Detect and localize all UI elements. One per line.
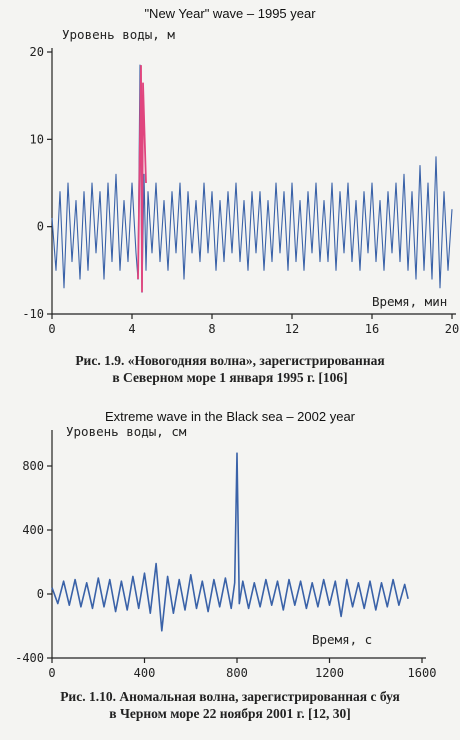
chart1-y-tick-label: 20 bbox=[30, 45, 44, 59]
chart1-highlight-spike bbox=[137, 65, 147, 293]
chart1-x-tick-label: 4 bbox=[128, 322, 135, 336]
chart1-x-tick-label: 8 bbox=[208, 322, 215, 336]
chart2-y-tick-label: 0 bbox=[37, 587, 44, 601]
chart2-x-tick-label: 400 bbox=[134, 666, 156, 678]
figure1-caption-line1: Рис. 1.9. «Новогодняя волна», зарегистри… bbox=[75, 353, 385, 368]
chart1-x-tick-label: 12 bbox=[285, 322, 299, 336]
chart2-series bbox=[51, 452, 409, 632]
chart1-y-tick-label: -10 bbox=[22, 307, 44, 321]
chart1-highlight bbox=[137, 65, 147, 293]
chart1-ylabel: Уровень воды, м bbox=[62, 27, 175, 42]
chart2-y-tick-label: -400 bbox=[15, 651, 44, 665]
chart2-x-tick-label: 1600 bbox=[408, 666, 437, 678]
chart2-y-tick-label: 400 bbox=[22, 523, 44, 537]
chart1-axes: -10 0 10 20 0 4 8 12 16 20 bbox=[22, 45, 459, 336]
chart2-xlabel: Время, с bbox=[312, 632, 372, 647]
chart1-x-tick-label: 20 bbox=[445, 322, 459, 336]
chart2-ylabel: Уровень воды, см bbox=[66, 424, 187, 439]
figure1-caption-line2: в Северном море 1 января 1995 г. [106] bbox=[112, 370, 348, 385]
chart2-series-line bbox=[51, 452, 409, 632]
bottom-chart-heading: Extreme wave in the Black sea – 2002 yea… bbox=[104, 409, 356, 424]
chart2-y-tick-label: 800 bbox=[22, 459, 44, 473]
chart2-axes: -400 0 400 800 0 400 800 1200 1600 bbox=[15, 430, 436, 678]
black-sea-wave-chart: -400 0 400 800 0 400 800 1200 1600 Уровень воды,… bbox=[15, 424, 436, 678]
chart1-series bbox=[51, 64, 453, 293]
figure2-caption-line2: в Черном море 22 ноября 2001 г. [12, 30] bbox=[109, 706, 351, 721]
chart1-y-tick-label: 0 bbox=[37, 220, 44, 234]
new-year-wave-chart: -10 0 10 20 0 4 8 12 16 20 Уровень воды, м Время,… bbox=[22, 27, 459, 336]
figure1-caption: Рис. 1.9. «Новогодняя волна», зарегистри… bbox=[0, 352, 460, 386]
chart1-x-tick-label: 16 bbox=[365, 322, 379, 336]
top-chart-heading: "New Year" wave – 1995 year bbox=[144, 6, 316, 21]
figure2-caption-line1: Рис. 1.10. Аномальная волна, зарегистрир… bbox=[60, 689, 400, 704]
chart2-x-tick-label: 0 bbox=[48, 666, 55, 678]
chart1-y-tick-label: 10 bbox=[30, 132, 44, 146]
chart1-series-line bbox=[51, 64, 453, 293]
chart2-x-tick-label: 1200 bbox=[315, 666, 344, 678]
figure2-caption: Рис. 1.10. Аномальная волна, зарегистрир… bbox=[0, 688, 460, 722]
chart1-xlabel: Время, мин bbox=[372, 294, 447, 309]
chart1-x-tick-label: 0 bbox=[48, 322, 55, 336]
chart2-x-tick-label: 800 bbox=[226, 666, 248, 678]
